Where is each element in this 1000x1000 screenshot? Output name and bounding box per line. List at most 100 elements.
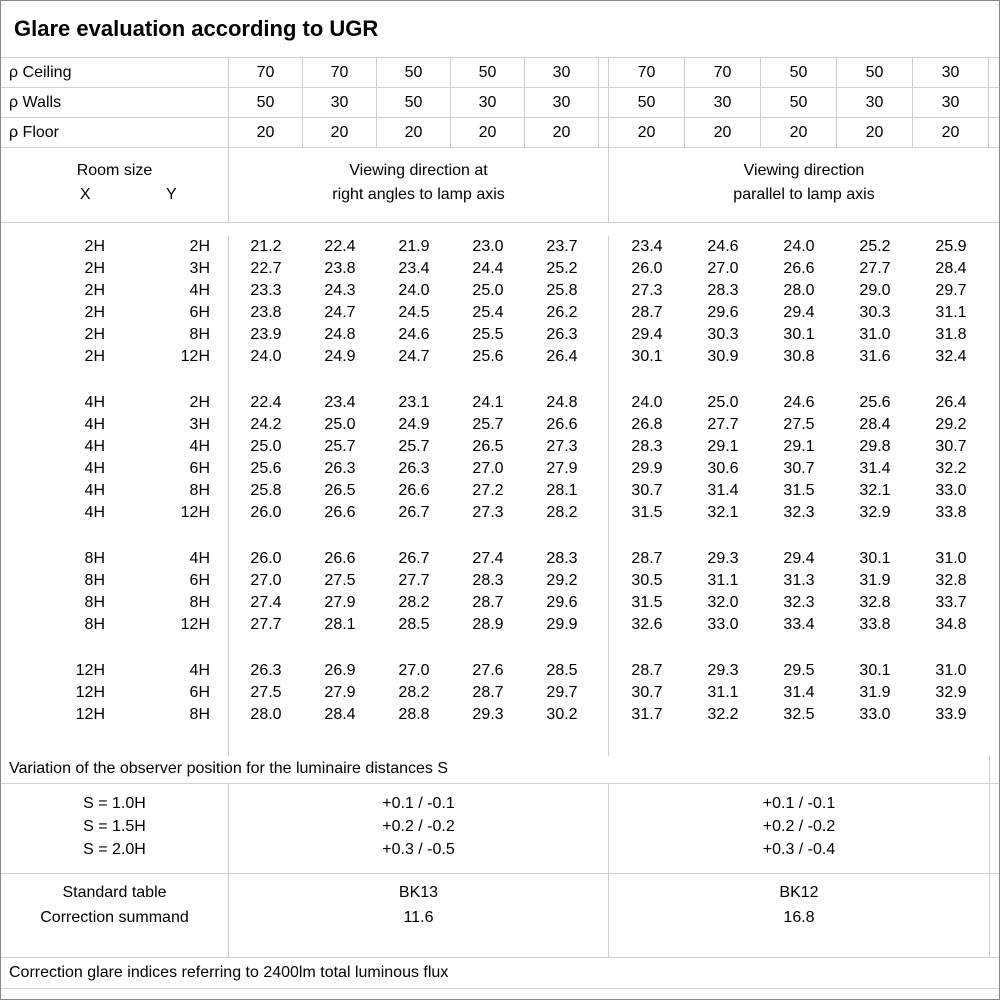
room-x-value: 12H <box>75 706 105 723</box>
correction-summand-value: 16.8 <box>783 909 815 926</box>
ugr-value: 26.3 <box>546 326 578 343</box>
ugr-value: 25.8 <box>250 482 282 499</box>
spacer-cell <box>1 368 229 392</box>
room-y-value: 3H <box>115 258 229 280</box>
ugr-value: 29.7 <box>935 282 967 299</box>
ugr-value: 28.7 <box>631 662 663 679</box>
column-group-spacer <box>599 502 609 524</box>
room-size-header: Room size X Y <box>1 148 229 222</box>
variation-value: +0.1 / -0.1 <box>382 795 455 812</box>
ugr-value: 26.5 <box>324 482 356 499</box>
room-y-value: 6H <box>115 570 229 592</box>
room-y-value: 8H <box>115 592 229 614</box>
ugr-value: 24.8 <box>546 394 578 411</box>
ugr-value: 30.1 <box>783 326 815 343</box>
ugr-value: 28.8 <box>398 706 430 723</box>
ugr-value: 32.3 <box>783 504 815 521</box>
ugr-row: 4H 6H 25.6 26.3 26.3 27.0 27.9 29.9 30.6 30.7 31.4… <box>1 458 999 480</box>
ugr-value: 26.6 <box>546 416 578 433</box>
right-sliver <box>989 324 999 346</box>
ugr-value: 28.2 <box>398 594 430 611</box>
ugr-value: 25.6 <box>250 460 282 477</box>
ugr-row: 2H 8H 23.9 24.8 24.6 25.5 26.3 29.4 30.3 30.1 31.0… <box>1 324 999 346</box>
ugr-value: 33.4 <box>783 616 815 633</box>
ugr-value: 29.7 <box>546 684 578 701</box>
ugr-value: 31.5 <box>631 594 663 611</box>
ugr-value: 28.3 <box>707 282 739 299</box>
ugr-value: 30.3 <box>859 304 891 321</box>
ugr-value: 28.7 <box>631 550 663 567</box>
ugr-value: 27.0 <box>250 572 282 589</box>
spacer-cell <box>1 636 229 660</box>
ugr-value: 29.2 <box>935 416 967 433</box>
ugr-value: 32.8 <box>859 594 891 611</box>
ugr-value: 28.1 <box>546 482 578 499</box>
page-title: Glare evaluation according to UGR <box>1 1 999 58</box>
spacer-cell <box>229 636 599 660</box>
column-group-spacer <box>599 280 609 302</box>
room-y-value: 8H <box>115 480 229 502</box>
ugr-value: 25.8 <box>546 282 578 299</box>
ugr-value: 29.6 <box>546 594 578 611</box>
room-y-value: 6H <box>115 302 229 324</box>
reflectance-value: 20 <box>913 118 989 147</box>
right-sliver <box>989 118 999 147</box>
column-group-spacer <box>599 436 609 458</box>
ugr-value: 28.7 <box>472 594 504 611</box>
reflectance-row: ρ Ceiling 70 70 50 50 30 70 70 50 50 30 <box>1 58 999 88</box>
ugr-value: 24.0 <box>783 238 815 255</box>
ugr-value: 27.9 <box>546 460 578 477</box>
ugr-row: 4H 12H 26.0 26.6 26.7 27.3 28.2 31.5 32.1 32.3 32.… <box>1 502 999 524</box>
variation-value: +0.3 / -0.5 <box>382 841 455 858</box>
spacer-cell <box>229 368 599 392</box>
standard-right-angles: BK13 11.6 <box>229 874 609 957</box>
ugr-value: 29.4 <box>783 550 815 567</box>
room-y-value: 2H <box>115 236 229 258</box>
ugr-row: 8H 12H 27.7 28.1 28.5 28.9 29.9 32.6 33.0 33.4 33.… <box>1 614 999 636</box>
group1-header: Viewing direction at right angles to lam… <box>229 148 609 222</box>
ugr-value: 29.3 <box>472 706 504 723</box>
ugr-value: 25.2 <box>859 238 891 255</box>
column-group-spacer <box>599 88 609 117</box>
group1-header-line2: right angles to lamp axis <box>332 186 505 203</box>
ugr-value: 27.0 <box>707 260 739 277</box>
ugr-value: 30.7 <box>783 460 815 477</box>
column-group-spacer <box>599 480 609 502</box>
reflectance-value: 20 <box>377 118 451 147</box>
ugr-value: 31.1 <box>935 304 967 321</box>
grid-sliver <box>989 756 999 783</box>
ugr-value: 28.4 <box>324 706 356 723</box>
room-size-label: Room size <box>76 162 153 179</box>
standard-table-label: Standard table <box>62 884 167 901</box>
room-x-value: 2H <box>84 282 105 299</box>
right-sliver <box>989 592 999 614</box>
reflectance-row: ρ Floor 20 20 20 20 20 20 20 20 20 20 <box>1 118 999 148</box>
ugr-value: 26.8 <box>631 416 663 433</box>
reflectance-value: 20 <box>229 118 303 147</box>
ugr-value: 25.0 <box>472 282 504 299</box>
right-sliver <box>989 502 999 524</box>
right-sliver <box>989 682 999 704</box>
reflectance-value: 20 <box>303 118 377 147</box>
right-sliver <box>989 570 999 592</box>
ugr-value: 32.0 <box>707 594 739 611</box>
ugr-value: 27.4 <box>472 550 504 567</box>
ugr-value: 33.7 <box>935 594 967 611</box>
ugr-value: 28.1 <box>324 616 356 633</box>
ugr-value: 23.4 <box>398 260 430 277</box>
ugr-value: 25.2 <box>546 260 578 277</box>
ugr-value: 27.7 <box>859 260 891 277</box>
ugr-value: 33.9 <box>935 706 967 723</box>
reflectance-value: 20 <box>451 118 525 147</box>
ugr-value: 32.4 <box>935 348 967 365</box>
ugr-value: 30.1 <box>859 550 891 567</box>
reflectance-value: 50 <box>451 58 525 87</box>
standard-table-value: BK13 <box>398 884 439 901</box>
ugr-value: 32.6 <box>631 616 663 633</box>
ugr-value: 23.8 <box>250 304 282 321</box>
reflectance-value: 70 <box>229 58 303 87</box>
reflectance-header-rows: ρ Ceiling 70 70 50 50 30 70 70 50 50 30 ρ Walls 50 30… <box>1 58 999 148</box>
ugr-value: 28.5 <box>546 662 578 679</box>
reflectance-value: 30 <box>913 58 989 87</box>
ugr-value: 30.1 <box>859 662 891 679</box>
